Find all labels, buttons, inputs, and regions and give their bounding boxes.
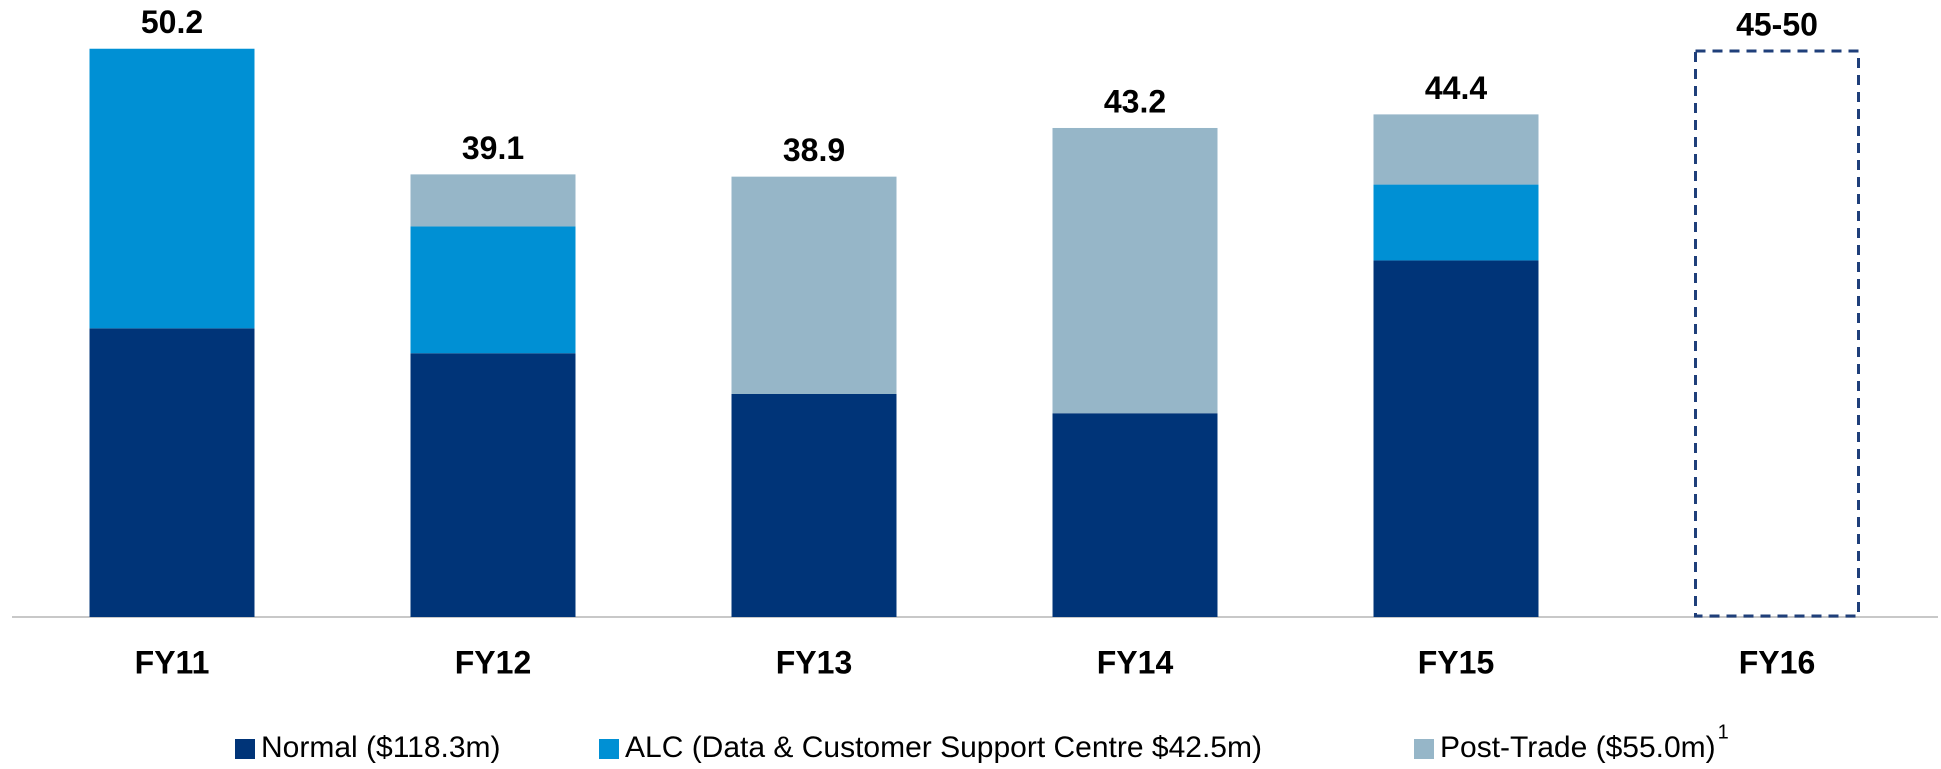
bar-segment bbox=[1373, 114, 1539, 185]
bar-segment bbox=[89, 328, 255, 617]
bar-segment bbox=[1373, 184, 1539, 261]
legend-label: ALC (Data & Customer Support Centre $42.… bbox=[625, 731, 1262, 764]
bar-segment bbox=[1373, 260, 1539, 617]
total-label: 50.2 bbox=[141, 4, 203, 40]
legend-label: Normal ($118.3m) bbox=[261, 731, 501, 764]
footnote-mark: 1 bbox=[1718, 721, 1729, 743]
forecast-label: 45-50 bbox=[1736, 6, 1818, 42]
bar-segment bbox=[731, 176, 897, 394]
total-label: 39.1 bbox=[462, 130, 524, 166]
bar-segment bbox=[731, 393, 897, 617]
x-tick-label: FY14 bbox=[1097, 644, 1174, 680]
x-tick-label: FY11 bbox=[135, 644, 210, 680]
bar-segment bbox=[89, 48, 255, 329]
bar-segment bbox=[410, 353, 576, 617]
legend-swatch bbox=[599, 739, 619, 759]
bar-segment bbox=[410, 226, 576, 354]
legend-label: Post-Trade ($55.0m) bbox=[1440, 731, 1716, 764]
bar-segment bbox=[1052, 413, 1218, 617]
x-tick-label: FY12 bbox=[455, 644, 531, 680]
legend-swatch bbox=[1414, 739, 1434, 759]
x-tick-label: FY16 bbox=[1739, 644, 1815, 680]
forecast-box bbox=[1694, 49, 1860, 618]
x-tick-label: FY15 bbox=[1418, 644, 1494, 680]
bar-segment bbox=[1052, 127, 1218, 414]
total-label: 44.4 bbox=[1425, 70, 1487, 106]
x-tick-label: FY13 bbox=[776, 644, 852, 680]
total-label: 43.2 bbox=[1104, 83, 1166, 119]
legend-swatch bbox=[235, 739, 255, 759]
total-label: 38.9 bbox=[783, 132, 845, 168]
bar-segment bbox=[410, 174, 576, 227]
